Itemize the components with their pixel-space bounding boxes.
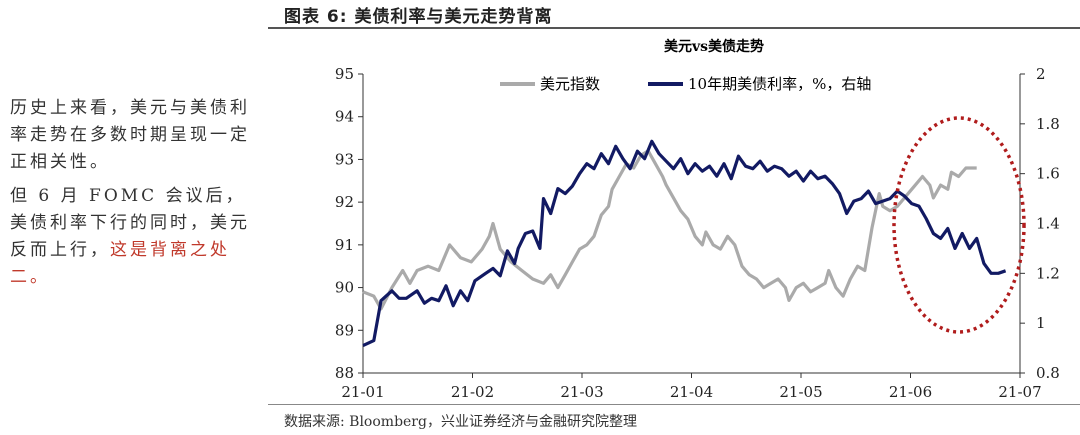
legend-label-ust-10y: 10年期美债利率，%，右轴	[688, 75, 871, 93]
x-axis-tick-label: 21-06	[889, 383, 932, 400]
legend: 美元指数 10年期美债利率，%，右轴	[500, 75, 871, 93]
figure-source-text: 数据来源: Bloomberg，兴业证券经济与金融研究院整理	[284, 414, 637, 430]
chart-title: 美元vs美债走势	[664, 38, 764, 55]
left-axis-tick-label: 93	[335, 150, 354, 168]
right-axis-tick-label: 2	[1036, 65, 1046, 83]
chart: 88 89 90 91 92 93 94 95 0.8 1 1.2 1.4 1.6 1.8 2 21-01 21…	[335, 38, 1060, 400]
left-axis-tick-label: 91	[335, 236, 354, 254]
x-axis-tick-label: 21-07	[998, 383, 1041, 400]
right-axis-tick-label: 1	[1036, 314, 1046, 332]
commentary-paragraph-2: 但 6 月 FOMC 会议后，美债利率下行的同时，美元反而上行，这是背离之处二。	[10, 183, 262, 291]
divergence-ellipse	[892, 116, 1026, 334]
x-axis-tick-label: 21-01	[341, 383, 384, 400]
x-axis-tick-label: 21-04	[670, 383, 713, 400]
chart-series	[362, 139, 1007, 348]
right-axis-tick-label: 1.8	[1036, 115, 1060, 133]
x-axis-tick-label: 21-02	[451, 383, 494, 400]
right-axis-tick-label: 1.2	[1036, 264, 1060, 282]
right-axis-tick-label: 1.6	[1036, 165, 1060, 183]
chart-axes: 88 89 90 91 92 93 94 95 0.8 1 1.2 1.4 1.6 1.8 2 21-01 21…	[335, 65, 1060, 400]
commentary-paragraph-1: 历史上来看，美元与美债利率走势在多数时期呈现一定正相关性。	[10, 98, 250, 172]
left-axis-tick-label: 90	[335, 279, 354, 297]
left-axis-tick-label: 94	[335, 108, 354, 126]
left-axis-tick-label: 89	[335, 321, 354, 339]
legend-label-usd-index: 美元指数	[540, 75, 600, 93]
usd-index-line	[362, 149, 977, 311]
figure-title: 图表 6: 美债利率与美元走势背离	[284, 7, 553, 27]
commentary-text: 历史上来看，美元与美债利率走势在多数时期呈现一定正相关性。 但 6 月 FOMC…	[10, 95, 262, 298]
commentary-paragraph-2-text: 但 6 月 FOMC 会议后，美债利率下行的同时，美元反而上行，	[10, 186, 250, 260]
ust-10y-line	[362, 139, 1007, 348]
commentary-highlight: 这是背离之处二。	[10, 240, 230, 287]
left-axis-tick-label: 95	[335, 65, 354, 83]
right-axis-tick-label: 1.4	[1036, 215, 1060, 233]
left-axis-tick-label: 88	[335, 364, 354, 382]
right-axis-tick-label: 0.8	[1036, 364, 1060, 382]
x-axis-tick-label: 21-05	[779, 383, 822, 400]
left-axis-tick-label: 92	[335, 193, 354, 211]
x-axis-tick-label: 21-03	[560, 383, 603, 400]
figure-header: 图表 6: 美债利率与美元走势背离	[268, 0, 1080, 29]
figure-source: 数据来源: Bloomberg，兴业证券经济与金融研究院整理	[268, 404, 1080, 431]
